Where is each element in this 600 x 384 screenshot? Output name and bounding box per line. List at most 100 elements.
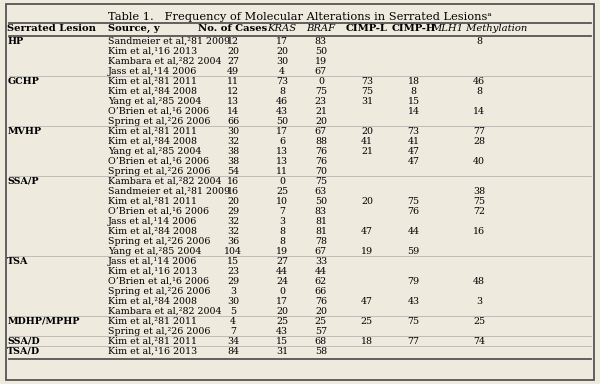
Text: 33: 33: [315, 257, 327, 266]
Text: 11: 11: [276, 167, 288, 176]
Text: 28: 28: [473, 137, 485, 146]
Text: 13: 13: [276, 157, 288, 166]
Text: 12: 12: [227, 37, 239, 46]
Text: 43: 43: [276, 326, 288, 336]
Text: 29: 29: [227, 207, 239, 216]
Text: MLH1 Methylation: MLH1 Methylation: [431, 24, 527, 33]
Text: 6: 6: [279, 137, 285, 146]
Text: 77: 77: [407, 336, 419, 346]
Text: 13: 13: [227, 97, 239, 106]
Text: 12: 12: [227, 87, 239, 96]
Text: 78: 78: [315, 237, 327, 246]
Text: 27: 27: [276, 257, 288, 266]
Text: 5: 5: [230, 306, 236, 316]
Text: Kim et al,²81 2011: Kim et al,²81 2011: [107, 197, 197, 206]
Text: Source, y: Source, y: [107, 24, 160, 33]
Text: 25: 25: [473, 316, 485, 326]
Text: 59: 59: [407, 247, 419, 256]
Text: 20: 20: [315, 306, 327, 316]
Text: 46: 46: [473, 77, 485, 86]
Text: 14: 14: [227, 107, 239, 116]
Text: 15: 15: [276, 336, 288, 346]
Text: 16: 16: [227, 177, 239, 186]
Text: 75: 75: [315, 177, 327, 186]
Text: 84: 84: [227, 346, 239, 356]
Text: 20: 20: [227, 47, 239, 56]
Text: 47: 47: [361, 227, 373, 236]
Text: 0: 0: [279, 286, 285, 296]
Text: 72: 72: [473, 207, 485, 216]
Text: 48: 48: [473, 276, 485, 286]
Text: 49: 49: [227, 67, 239, 76]
Text: 16: 16: [473, 227, 485, 236]
Text: 62: 62: [315, 276, 327, 286]
Text: 46: 46: [276, 97, 288, 106]
Text: 70: 70: [315, 167, 327, 176]
Text: 23: 23: [227, 266, 239, 276]
Text: Spring et al,²26 2006: Spring et al,²26 2006: [107, 326, 210, 336]
Text: 40: 40: [473, 157, 485, 166]
Text: 44: 44: [407, 227, 419, 236]
Text: SSA/P: SSA/P: [7, 177, 39, 186]
Text: 50: 50: [276, 117, 288, 126]
Text: 75: 75: [315, 87, 327, 96]
Text: 38: 38: [227, 157, 239, 166]
Text: GCHP: GCHP: [7, 77, 39, 86]
Text: Sandmeier et al,²81 2009: Sandmeier et al,²81 2009: [107, 37, 230, 46]
Text: 67: 67: [315, 247, 327, 256]
Text: 17: 17: [276, 296, 288, 306]
Text: CIMP-H: CIMP-H: [391, 24, 436, 33]
Text: Kim et al,¹16 2013: Kim et al,¹16 2013: [107, 47, 197, 56]
Text: 14: 14: [407, 107, 419, 116]
Text: 3: 3: [230, 286, 236, 296]
Text: Kambara et al,²82 2004: Kambara et al,²82 2004: [107, 177, 221, 186]
Text: KRAS: KRAS: [268, 24, 296, 33]
Text: 81: 81: [315, 227, 327, 236]
Text: 73: 73: [361, 77, 373, 86]
Text: 74: 74: [473, 336, 485, 346]
Text: Spring et al,²26 2006: Spring et al,²26 2006: [107, 117, 210, 126]
Text: 15: 15: [227, 257, 239, 266]
Text: O’Brien et al,¹6 2006: O’Brien et al,¹6 2006: [107, 107, 209, 116]
Text: Kambara et al,²82 2004: Kambara et al,²82 2004: [107, 57, 221, 66]
Text: 20: 20: [276, 306, 288, 316]
Text: 10: 10: [276, 197, 288, 206]
Text: 18: 18: [361, 336, 373, 346]
Text: Yang et al,²85 2004: Yang et al,²85 2004: [107, 97, 201, 106]
Text: 20: 20: [276, 47, 288, 56]
Text: 88: 88: [315, 137, 327, 146]
Text: 30: 30: [227, 127, 239, 136]
Text: Kim et al,²84 2008: Kim et al,²84 2008: [107, 296, 197, 306]
Text: 0: 0: [318, 77, 324, 86]
Text: 41: 41: [407, 137, 419, 146]
Text: 7: 7: [279, 207, 285, 216]
Text: 41: 41: [361, 137, 373, 146]
Text: Kambara et al,²82 2004: Kambara et al,²82 2004: [107, 306, 221, 316]
Text: 76: 76: [315, 157, 327, 166]
Text: 67: 67: [315, 127, 327, 136]
Text: 20: 20: [315, 117, 327, 126]
Text: HP: HP: [7, 37, 23, 46]
Text: 75: 75: [473, 197, 485, 206]
Text: CIMP-L: CIMP-L: [346, 24, 388, 33]
Text: 79: 79: [407, 276, 419, 286]
Text: Kim et al,¹16 2013: Kim et al,¹16 2013: [107, 266, 197, 276]
Text: 25: 25: [276, 187, 288, 196]
Text: 32: 32: [227, 217, 239, 226]
Text: 57: 57: [315, 326, 327, 336]
Text: 7: 7: [230, 326, 236, 336]
Text: 23: 23: [315, 97, 327, 106]
Text: Kim et al,²84 2008: Kim et al,²84 2008: [107, 227, 197, 236]
Text: Jass et al,¹14 2006: Jass et al,¹14 2006: [107, 67, 197, 76]
Text: 18: 18: [407, 77, 419, 86]
Text: Kim et al,¹16 2013: Kim et al,¹16 2013: [107, 346, 197, 356]
Text: Kim et al,²81 2011: Kim et al,²81 2011: [107, 316, 197, 326]
Text: 77: 77: [473, 127, 485, 136]
Text: MVHP: MVHP: [7, 127, 41, 136]
Text: 30: 30: [227, 296, 239, 306]
Text: No. of Cases: No. of Cases: [199, 24, 268, 33]
Text: O’Brien et al,¹6 2006: O’Brien et al,¹6 2006: [107, 157, 209, 166]
Text: TSA/D: TSA/D: [7, 346, 40, 356]
Text: 27: 27: [227, 57, 239, 66]
Text: 19: 19: [361, 247, 373, 256]
